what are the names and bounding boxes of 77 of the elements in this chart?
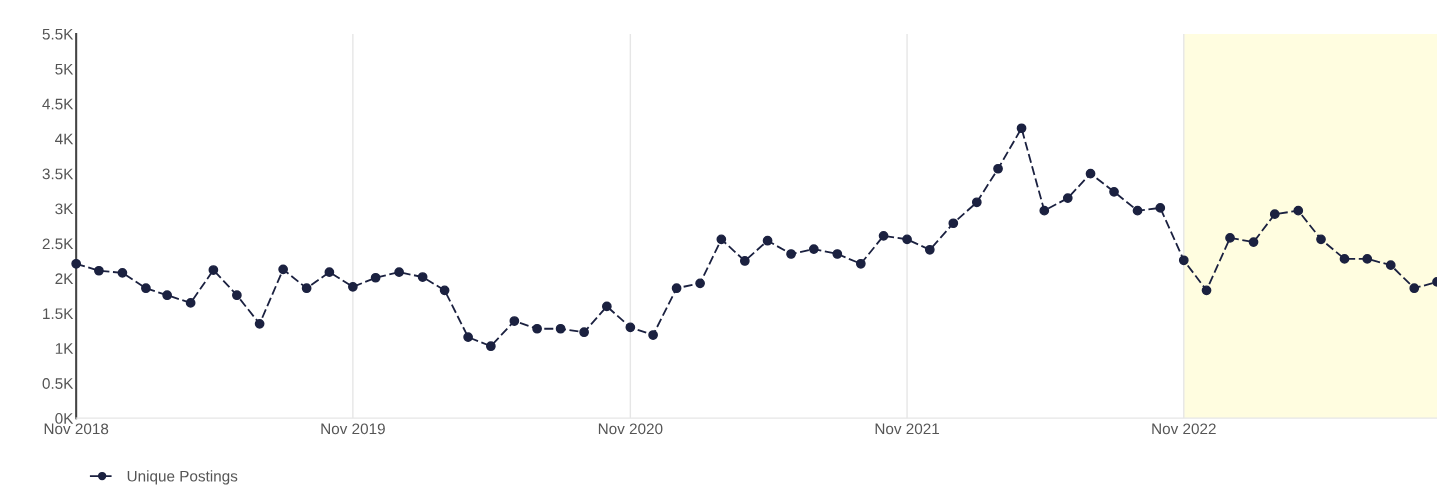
point: [601, 301, 612, 312]
y-tick-label: 3K: [55, 203, 74, 215]
point: [786, 249, 796, 259]
y-tick-label: 4.5K: [42, 98, 74, 110]
point: [485, 341, 496, 352]
point: [716, 234, 727, 245]
point: [648, 330, 658, 340]
point: [71, 258, 82, 269]
point: [924, 244, 935, 255]
point: [185, 298, 196, 308]
y-tick-label: 2.5K: [42, 238, 74, 250]
point: [1385, 260, 1396, 271]
point: [855, 258, 866, 269]
point: [948, 218, 959, 229]
point: [1062, 193, 1073, 203]
point: [762, 235, 773, 246]
point: [1132, 205, 1143, 216]
point: [1225, 233, 1235, 243]
point: [208, 265, 219, 275]
point: [370, 272, 381, 283]
point: [141, 283, 151, 294]
point: [1109, 186, 1119, 197]
point: [1316, 234, 1326, 245]
point: [509, 316, 520, 326]
point: [1362, 254, 1373, 264]
point: [878, 230, 889, 241]
x-tick-label: Nov 2018: [44, 423, 109, 435]
point: [278, 264, 288, 275]
point: [254, 318, 265, 329]
point: [394, 267, 404, 278]
point: [993, 163, 1003, 174]
y-tick-label: 4K: [55, 133, 74, 145]
point: [1155, 203, 1166, 213]
point: [1269, 209, 1280, 220]
point: [1201, 285, 1212, 296]
point: [555, 323, 566, 334]
point: [902, 234, 912, 245]
point: [94, 265, 104, 276]
y-tick-label: 2K: [55, 273, 74, 284]
y-tick-label: 0K: [55, 413, 74, 424]
legend-label: Unique Postings: [127, 470, 238, 485]
point: [695, 278, 705, 289]
x-tick-label: Nov 2020: [598, 423, 663, 435]
x-tick-label: Nov 2021: [875, 423, 940, 435]
point: [739, 256, 750, 266]
point: [324, 267, 335, 278]
y-tick-label: 3.5K: [42, 168, 74, 180]
y-tick-label: 1K: [55, 343, 74, 354]
point: [1085, 168, 1096, 179]
point: [463, 332, 473, 342]
x-tick-label: Nov 2019: [321, 423, 385, 435]
point: [971, 197, 982, 208]
point: [532, 323, 542, 334]
point: [1409, 283, 1420, 294]
y-tick-label: 0.5K: [42, 378, 74, 389]
point: [301, 283, 312, 294]
y-tick-label: 1.5K: [43, 308, 74, 320]
point: [232, 290, 242, 301]
point: [1178, 255, 1189, 266]
point: [117, 267, 128, 278]
point: [348, 281, 358, 292]
point: [1293, 205, 1304, 216]
point: [1248, 237, 1259, 247]
point: [1339, 254, 1350, 264]
y-tick-label: 5K: [55, 63, 74, 75]
point: [162, 290, 172, 301]
point: [671, 283, 682, 294]
point: [808, 244, 819, 254]
point: [579, 327, 589, 338]
point: [1016, 123, 1027, 134]
point: [1039, 205, 1050, 216]
x-tick-label: Nov 2022: [1152, 423, 1216, 435]
point: [625, 322, 636, 333]
point: [417, 272, 428, 282]
point: [439, 285, 450, 296]
point: [832, 249, 843, 259]
y-tick-label: 5.5K: [42, 28, 74, 40]
